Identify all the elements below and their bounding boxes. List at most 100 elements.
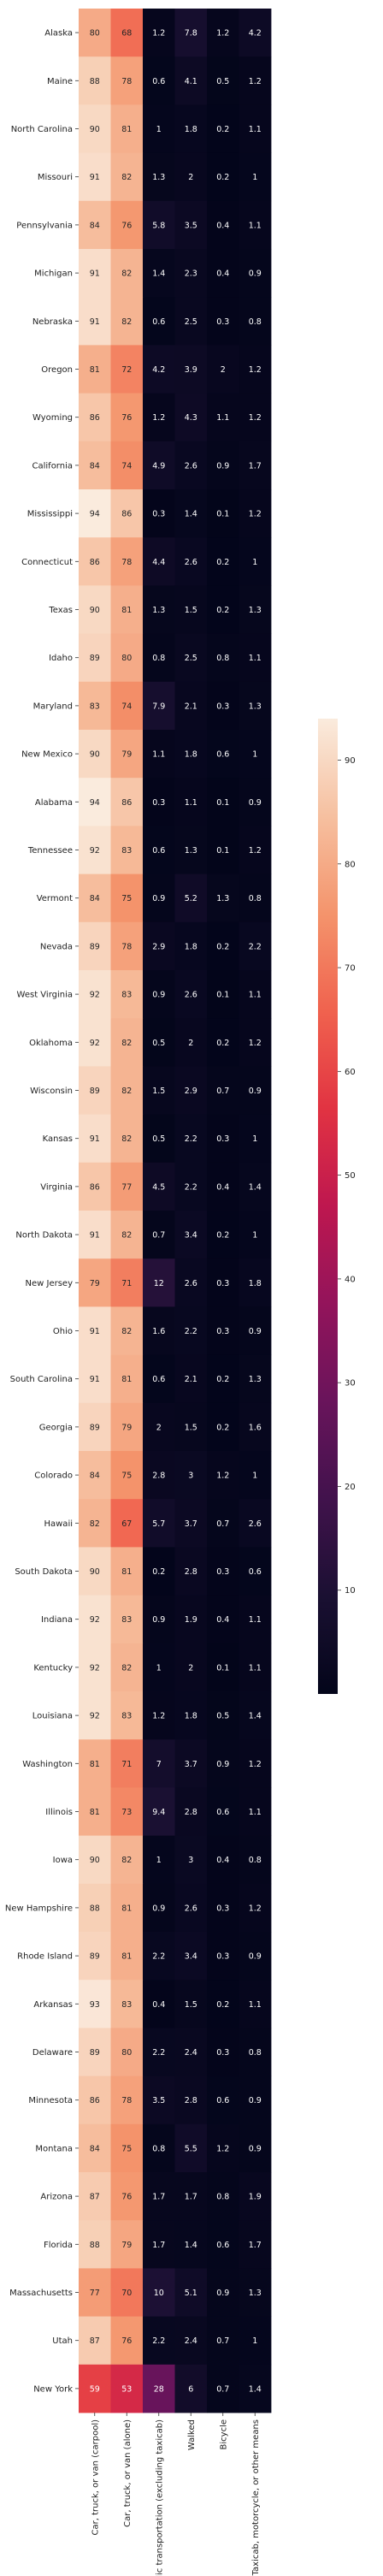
heatmap-cell (207, 1691, 239, 1740)
row-label: Iowa (53, 1856, 73, 1865)
heatmap-cell (174, 9, 208, 57)
heatmap-cell (79, 1932, 111, 1981)
heatmap-cell (79, 2028, 111, 2076)
row-label: Maine (47, 77, 73, 86)
heatmap-cell (239, 1739, 272, 1788)
cell-value-label: 0.2 (216, 2000, 229, 2010)
heatmap-cell (207, 2123, 239, 2173)
cell-value-label: 86 (90, 1182, 100, 1192)
heatmap-cell (207, 921, 239, 971)
cell-value-label: 1.6 (249, 1423, 262, 1432)
cell-value-label: 0.8 (152, 654, 165, 663)
cell-value-label: 0.2 (216, 558, 229, 567)
heatmap-cell (174, 681, 208, 731)
column-label: Walked (187, 2419, 197, 2450)
cell-value-label: 0.7 (216, 2336, 229, 2346)
heatmap-cell (110, 2364, 144, 2413)
heatmap-cell (110, 345, 144, 394)
column-label: Car, truck, or van (carpool) (91, 2419, 100, 2536)
heatmap-cell (239, 2364, 272, 2413)
heatmap-cell (239, 1980, 272, 2028)
heatmap-cell (174, 56, 208, 105)
cell-value-label: 74 (121, 702, 132, 711)
heatmap-cell (143, 826, 175, 874)
heatmap-cell (143, 970, 175, 1019)
heatmap-cell (110, 1595, 144, 1644)
cell-value-label: 0.2 (216, 1039, 229, 1048)
cell-value-label: 0.7 (216, 1087, 229, 1096)
heatmap-cell (174, 1499, 208, 1548)
cell-value-label: 1.9 (185, 1615, 197, 1625)
cell-value-label: 1.4 (185, 2241, 197, 2250)
cell-value-label: 2.2 (152, 2336, 165, 2346)
heatmap-cell (143, 441, 175, 490)
cell-value-label: 5.7 (152, 1519, 165, 1529)
cell-value-label: 1.8 (249, 1279, 262, 1288)
heatmap-cell (143, 1354, 175, 1404)
cell-value-label: 91 (90, 1231, 100, 1241)
heatmap-cell (207, 1451, 239, 1500)
heatmap-cell (143, 2316, 175, 2366)
cell-value-label: 1.7 (249, 2241, 262, 2250)
heatmap-cell (239, 345, 272, 394)
row-labels: Alaska Maine North Carolina Missouri Pennsyl… (5, 29, 79, 2394)
cell-value-label: 1.4 (249, 2384, 262, 2394)
heatmap-cell (110, 152, 144, 202)
heatmap-cell (110, 393, 144, 442)
heatmap-cell (174, 778, 208, 826)
cell-value-label: 2.6 (185, 461, 197, 471)
column-label: Car, truck, or van (alone) (123, 2419, 133, 2527)
cell-value-label: 91 (90, 269, 100, 279)
heatmap-cell (174, 921, 208, 971)
cell-value-label: 2.8 (185, 1808, 197, 1817)
cell-value-label: 0.2 (216, 173, 229, 182)
cell-value-label: 79 (121, 1423, 132, 1432)
colorbar-tick-label: 10 (345, 1586, 356, 1596)
cell-value-label: 0.2 (216, 125, 229, 134)
cell-value-label: 1.2 (216, 2144, 229, 2153)
heatmap-cell (174, 1980, 208, 2028)
heatmap-cell (174, 2268, 208, 2317)
cell-value-label: 1 (156, 1856, 162, 1865)
heatmap-cell (110, 826, 144, 874)
heatmap-cell (79, 1547, 111, 1596)
cell-value-label: 5.2 (185, 894, 197, 903)
row-label: Alabama (35, 798, 73, 808)
column-label: Public transportation (excluding taxicab… (155, 2419, 164, 2576)
cell-value-label: 0.9 (249, 2096, 262, 2105)
cell-value-label: 83 (90, 702, 100, 711)
heatmap-cell (207, 1980, 239, 2028)
cell-value-label: 7.8 (185, 29, 197, 38)
heatmap-cell (174, 1932, 208, 1981)
cell-value-label: 2.4 (185, 2048, 197, 2058)
heatmap-cell (207, 152, 239, 202)
heatmap-cell (110, 200, 144, 250)
cell-value-label: 0.3 (216, 317, 229, 327)
cell-value-label: 78 (121, 942, 132, 951)
cell-value-label: 0.8 (249, 1856, 262, 1865)
row-label: Missouri (38, 173, 73, 182)
cell-value-label: 1.1 (249, 221, 262, 230)
cell-value-label: 0.1 (216, 798, 229, 808)
cell-value-label: 0.6 (249, 1567, 262, 1577)
row-label: Virginia (40, 1182, 73, 1192)
heatmap-cell (110, 778, 144, 826)
cell-value-label: 4.3 (185, 413, 197, 423)
cell-value-label: 1.1 (249, 2000, 262, 2010)
cell-value-label: 71 (121, 1279, 132, 1288)
heatmap-cell (110, 1354, 144, 1404)
heatmap-cell (207, 2172, 239, 2221)
cell-value-label: 0.4 (216, 1182, 229, 1192)
heatmap-cell (143, 585, 175, 634)
cell-value-label: 2.6 (249, 1519, 262, 1529)
cell-value-label: 81 (121, 1567, 132, 1577)
heatmap-cell (110, 2220, 144, 2269)
heatmap-cell (79, 2268, 111, 2317)
row-label: Wyoming (32, 413, 73, 423)
row-label: Illinois (45, 1808, 73, 1817)
heatmap-cell (79, 2076, 111, 2125)
cell-value-label: 0.9 (249, 1327, 262, 1336)
heatmap-cell (174, 537, 208, 586)
cell-value-label: 0.8 (152, 2144, 165, 2153)
